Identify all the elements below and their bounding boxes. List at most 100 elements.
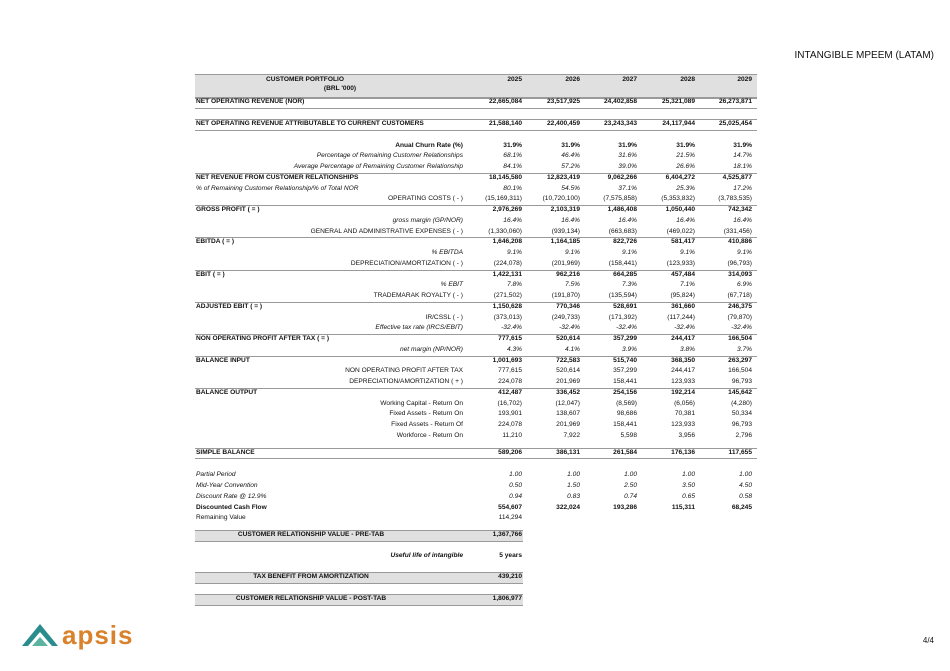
cell-value: (191,870)	[551, 292, 580, 299]
cell-value: 770,346	[556, 302, 580, 310]
cell-value: 777,615	[498, 367, 522, 375]
cell-value: 84.1%	[503, 163, 522, 170]
cell-value: (3,783,535)	[718, 195, 752, 203]
cell-value: 21.5%	[676, 152, 695, 160]
cell-value: 37.1%	[618, 184, 637, 192]
page-title: INTANGIBLE MPEEM (LATAM)	[794, 50, 934, 61]
cell-value: (8,569)	[616, 399, 637, 407]
row-label: NET REVENUE FROM CUSTOMER RELATIONSHIPS	[196, 173, 359, 181]
cell-value: (123,933)	[666, 259, 695, 267]
row-label: DEPRECIATION/AMORTIZATION ( - )	[350, 259, 463, 267]
cell-value: (12,047)	[555, 399, 580, 407]
cell-value: 22,665,084	[488, 98, 522, 105]
cell-value: 166,504	[728, 335, 752, 342]
cell-value: 457,484	[671, 270, 695, 278]
cell-value: 1.00	[682, 471, 695, 479]
cell-value: (331,456)	[723, 227, 752, 235]
cell-value: 123,933	[671, 378, 695, 385]
cell-value: 23,517,925	[546, 98, 580, 105]
cell-value: 115,311	[671, 503, 695, 511]
cell-value: 3.9%	[621, 345, 637, 353]
cell-value: (5,353,832)	[661, 195, 695, 203]
table-unit: (BRL '000)	[323, 85, 357, 92]
cell-value: 16.4%	[618, 216, 637, 224]
row-label: DEPRECIATION/AMORTIZATION ( + )	[349, 378, 463, 385]
cell-value: 193,286	[613, 503, 637, 511]
cell-value: 31.6%	[618, 152, 637, 160]
row-rule	[195, 107, 757, 109]
cell-value: 0.83	[567, 492, 580, 500]
cell-value: 7.1%	[679, 281, 695, 289]
cell-value: (117,244)	[667, 313, 695, 321]
cell-value: 412,487	[498, 388, 522, 396]
cell-value: 1,164,185	[550, 238, 580, 246]
row-rule	[195, 387, 757, 389]
row-label: Mid-Year Convention	[196, 482, 258, 489]
row-label: BALANCE OUTPUT	[196, 388, 258, 396]
column-header: 2025	[507, 76, 522, 83]
cell-value: 201,969	[556, 421, 580, 428]
cell-value: (6,056)	[674, 399, 695, 407]
cell-value: 23,243,343	[603, 119, 637, 127]
cell-value: 261,584	[613, 448, 637, 456]
row-label: NET OPERATING REVENUE (NOR)	[196, 98, 305, 105]
cell-value: 21,588,140	[488, 119, 522, 127]
cell-value: 777,615	[498, 335, 522, 342]
cell-value: 664,285	[613, 270, 637, 278]
cell-value: 322,024	[556, 503, 580, 511]
cell-value: 2,796	[735, 431, 752, 439]
cell-value: 68.1%	[503, 152, 522, 160]
cell-value: (171,392)	[608, 313, 637, 321]
row-rule	[195, 97, 757, 98]
row-label: Remaining Value	[196, 514, 246, 522]
cell-value: (67,718)	[727, 292, 752, 299]
cell-value: 25,025,454	[718, 119, 752, 127]
cell-value: 18,145,580	[488, 173, 522, 181]
row-rule	[195, 172, 757, 174]
cell-value: 9.1%	[621, 249, 637, 256]
cell-value: (158,441)	[608, 259, 637, 267]
cell-value: 3.50	[682, 482, 695, 489]
cell-value: (1,330,060)	[488, 227, 522, 235]
row-label: OPERATING COSTS ( - )	[388, 195, 463, 203]
cell-value: 70,381	[674, 410, 695, 418]
cell-value: 16.4%	[676, 216, 695, 224]
row-rule	[195, 447, 757, 449]
cell-value: 0.58	[739, 492, 752, 500]
row-label: Effective tax rate (IRCS/EBIT)	[375, 324, 463, 332]
cell-value: 336,452	[556, 388, 580, 396]
cell-value: (79,870)	[727, 313, 752, 321]
cell-value: 145,642	[728, 388, 752, 396]
row-label: % of Remaining Customer Relationship/% o…	[196, 184, 359, 192]
cell-value: 1,486,408	[607, 206, 637, 213]
cell-value: -32.4%	[559, 324, 580, 332]
table-title: CUSTOMER PORTFOLIO	[266, 76, 344, 83]
cell-value: 1,050,440	[665, 206, 695, 213]
row-label: NON OPERATING PROFIT AFTER TAX	[345, 367, 463, 375]
row-rule	[195, 205, 757, 206]
cell-value: 31.9%	[561, 141, 580, 149]
row-label: IR/CSSL ( - )	[425, 313, 464, 321]
cell-value: 123,933	[671, 421, 695, 428]
cell-value: 39.0%	[618, 163, 637, 170]
row-rule	[195, 301, 757, 303]
cell-value: 16.4%	[503, 216, 522, 224]
cell-value: 1.00	[624, 471, 637, 479]
column-header: 2026	[565, 76, 580, 83]
cell-value: 22,400,459	[546, 119, 580, 127]
cell-value: 2.50	[624, 482, 637, 489]
cell-value: 26.6%	[676, 163, 695, 170]
row-label: % EBIT	[440, 281, 463, 289]
cell-value: 7.8%	[506, 281, 522, 289]
cell-value: 9.1%	[564, 249, 580, 256]
cell-value: 515,740	[613, 356, 637, 364]
cell-value: 17.2%	[733, 184, 752, 192]
logo-mark	[22, 624, 58, 646]
row-label: GENERAL AND ADMINISTRATIVE EXPENSES ( - …	[310, 227, 463, 235]
cell-value: 742,342	[728, 206, 752, 213]
cell-value: 12,823,419	[546, 173, 580, 181]
row-label: Working Capital - Return On	[380, 399, 463, 407]
row-label: % EBITDA	[431, 249, 463, 256]
cell-value: 201,969	[556, 378, 580, 385]
cell-value: 1,646,208	[492, 238, 522, 246]
